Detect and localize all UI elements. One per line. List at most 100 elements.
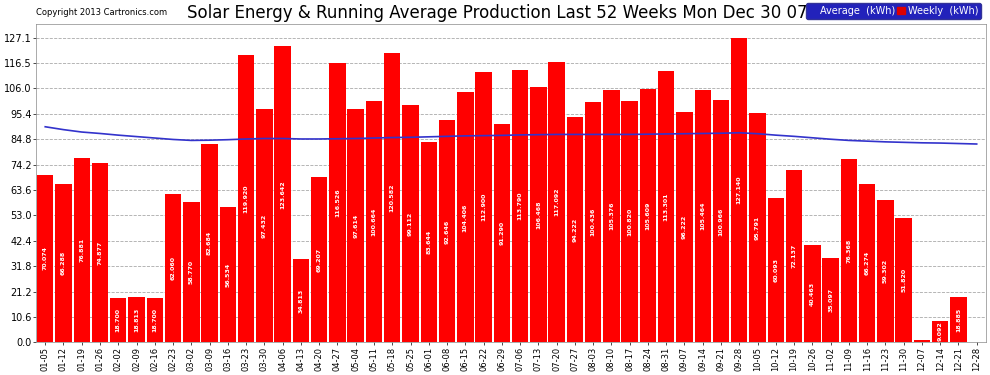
Text: 112.900: 112.900 <box>481 193 486 221</box>
Bar <box>129 297 145 342</box>
Text: 74.877: 74.877 <box>97 241 103 265</box>
Bar <box>147 298 163 342</box>
Bar <box>439 120 455 342</box>
Bar <box>512 70 529 342</box>
Text: 127.140: 127.140 <box>737 176 742 204</box>
Text: 62.060: 62.060 <box>170 256 175 280</box>
Bar <box>877 200 894 342</box>
Bar <box>421 142 437 342</box>
Text: 58.770: 58.770 <box>189 260 194 284</box>
Bar <box>293 259 309 342</box>
Text: 76.881: 76.881 <box>79 238 84 262</box>
Bar <box>311 177 328 342</box>
Bar <box>658 71 674 342</box>
Bar <box>457 92 473 342</box>
Text: 70.074: 70.074 <box>43 246 48 270</box>
Text: 72.137: 72.137 <box>792 244 797 268</box>
Text: 9.092: 9.092 <box>938 322 942 341</box>
Text: 83.644: 83.644 <box>427 230 432 254</box>
Bar <box>73 158 90 342</box>
Text: 59.302: 59.302 <box>883 259 888 284</box>
Text: 100.966: 100.966 <box>719 207 724 236</box>
Bar <box>183 202 200 342</box>
Text: 51.820: 51.820 <box>901 268 906 292</box>
Text: 119.920: 119.920 <box>244 184 248 213</box>
Bar <box>548 62 565 342</box>
Bar <box>603 90 620 342</box>
Bar <box>201 144 218 342</box>
Bar <box>475 72 492 342</box>
Text: 105.609: 105.609 <box>645 202 650 230</box>
Title: Solar Energy & Running Average Production Last 52 Weeks Mon Dec 30 07:22: Solar Energy & Running Average Productio… <box>187 4 835 22</box>
Text: 76.368: 76.368 <box>846 239 851 263</box>
Bar <box>347 108 364 342</box>
Text: 105.464: 105.464 <box>700 202 705 230</box>
Bar <box>767 198 784 342</box>
Text: 91.290: 91.290 <box>499 221 504 245</box>
Text: 69.207: 69.207 <box>317 248 322 272</box>
Bar <box>932 321 948 342</box>
Text: 120.582: 120.582 <box>390 184 395 212</box>
Text: 66.274: 66.274 <box>864 251 869 275</box>
Bar <box>220 207 236 342</box>
Bar <box>804 246 821 342</box>
Text: 40.463: 40.463 <box>810 282 815 306</box>
Text: 106.468: 106.468 <box>536 201 541 229</box>
Bar <box>749 113 765 342</box>
Bar <box>365 101 382 342</box>
Bar <box>402 105 419 342</box>
Bar <box>238 55 254 342</box>
Text: 99.112: 99.112 <box>408 211 413 236</box>
Bar <box>330 63 346 342</box>
Bar <box>384 54 401 342</box>
Text: 56.534: 56.534 <box>226 262 231 287</box>
Text: 95.791: 95.791 <box>755 216 760 240</box>
Text: 82.684: 82.684 <box>207 231 212 255</box>
Text: 113.790: 113.790 <box>518 192 523 220</box>
Bar <box>640 89 656 342</box>
Bar <box>695 90 711 342</box>
Bar <box>914 340 931 342</box>
Text: 100.820: 100.820 <box>628 207 633 236</box>
Text: 18.700: 18.700 <box>152 308 157 332</box>
Bar <box>274 46 291 342</box>
Text: 92.646: 92.646 <box>445 219 449 243</box>
Bar <box>165 194 181 342</box>
Text: 116.526: 116.526 <box>335 189 340 217</box>
Bar <box>731 38 747 342</box>
Bar <box>823 258 839 342</box>
Text: 18.700: 18.700 <box>116 308 121 332</box>
Text: 97.614: 97.614 <box>353 213 358 238</box>
Bar <box>676 112 693 342</box>
Bar <box>494 124 510 342</box>
Text: 34.813: 34.813 <box>298 289 303 313</box>
Text: 18.813: 18.813 <box>134 308 139 332</box>
Bar <box>566 117 583 342</box>
Text: 100.664: 100.664 <box>371 208 376 236</box>
Bar <box>786 170 802 342</box>
Bar <box>530 87 546 342</box>
Text: 104.406: 104.406 <box>462 203 468 231</box>
Bar <box>622 101 638 342</box>
Text: 117.092: 117.092 <box>554 188 559 216</box>
Text: 94.222: 94.222 <box>572 217 577 242</box>
Text: 100.436: 100.436 <box>591 208 596 236</box>
Bar <box>585 102 601 342</box>
Bar <box>110 298 127 342</box>
Bar <box>37 174 53 342</box>
Bar <box>92 163 108 342</box>
Text: 123.642: 123.642 <box>280 180 285 209</box>
Text: 105.376: 105.376 <box>609 202 614 230</box>
Legend: Average  (kWh), Weekly  (kWh): Average (kWh), Weekly (kWh) <box>806 3 981 19</box>
Text: 113.301: 113.301 <box>663 192 668 221</box>
Text: 60.093: 60.093 <box>773 258 778 282</box>
Bar <box>859 184 875 342</box>
Text: 35.097: 35.097 <box>828 288 834 312</box>
Text: 97.432: 97.432 <box>262 213 267 238</box>
Bar <box>713 100 730 342</box>
Text: 96.222: 96.222 <box>682 215 687 239</box>
Bar <box>950 297 966 342</box>
Text: Copyright 2013 Cartronics.com: Copyright 2013 Cartronics.com <box>36 8 167 17</box>
Text: 18.885: 18.885 <box>956 308 961 332</box>
Text: 66.288: 66.288 <box>61 251 66 275</box>
